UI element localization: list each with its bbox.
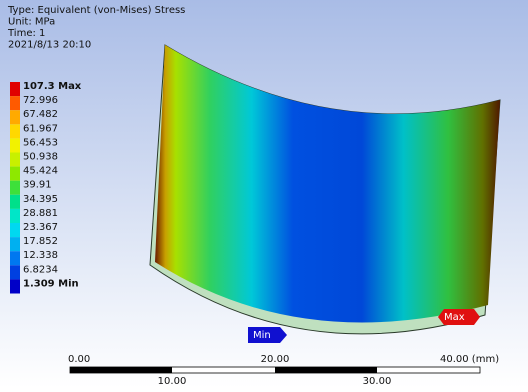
legend-swatch (10, 279, 20, 293)
legend-swatch (10, 237, 20, 251)
legend-label: 56.453 (23, 137, 58, 148)
legend-swatch (10, 138, 20, 152)
viewport: Type: Equivalent (von-Mises) StressUnit:… (0, 0, 528, 388)
legend-swatch (10, 223, 20, 237)
scale-label: 20.00 (261, 354, 290, 365)
legend-swatch (10, 265, 20, 279)
scale-label: 10.00 (158, 376, 187, 387)
legend-label: 23.367 (23, 222, 58, 233)
legend-label: 107.3 Max (23, 81, 82, 92)
legend-swatch (10, 209, 20, 223)
legend-label: 61.967 (23, 123, 58, 134)
legend-label: 1.309 Min (23, 278, 79, 289)
scale-bar (70, 367, 480, 373)
max-probe: Max (438, 309, 480, 325)
legend-label: 17.852 (23, 236, 58, 247)
legend-label: 39.91 (23, 180, 52, 191)
legend-swatch (10, 110, 20, 124)
legend-swatch (10, 251, 20, 265)
legend-swatch (10, 181, 20, 195)
legend-label: 67.482 (23, 109, 58, 120)
legend-swatch (10, 195, 20, 209)
header-line: Time: 1 (7, 28, 45, 39)
legend-label: 28.881 (23, 208, 58, 219)
legend-swatch (10, 124, 20, 138)
header-line: 2021/8/13 20:10 (8, 40, 91, 51)
scale-label: 0.00 (68, 354, 90, 365)
min-probe: Min (248, 327, 287, 343)
legend-label: 45.424 (23, 166, 58, 177)
probe-label: Max (444, 312, 465, 323)
legend-swatch (10, 96, 20, 110)
legend-label: 50.938 (23, 152, 58, 163)
probe-label: Min (253, 330, 271, 341)
legend-swatch (10, 167, 20, 181)
scale-label: 40.00 (mm) (440, 354, 499, 365)
legend-label: 12.338 (23, 250, 58, 261)
scale-label: 30.00 (363, 376, 392, 387)
legend-label: 6.8234 (23, 264, 58, 275)
header-line: Unit: MPa (8, 17, 55, 28)
legend-label: 34.395 (23, 194, 58, 205)
legend-swatch (10, 82, 20, 96)
header-line: Type: Equivalent (von-Mises) Stress (7, 5, 185, 16)
legend-label: 72.996 (23, 95, 58, 106)
legend-swatch (10, 153, 20, 167)
